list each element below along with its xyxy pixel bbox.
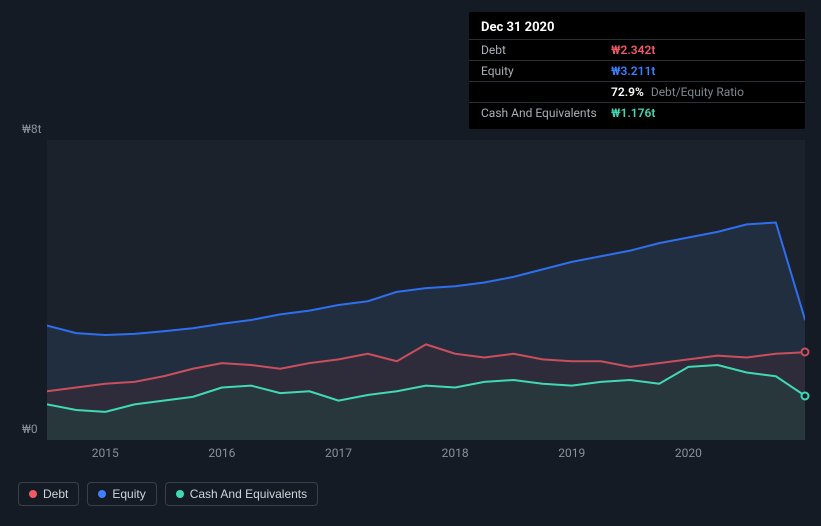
cash-dot-icon [176,490,184,498]
y-axis-label-min: ₩0 [22,422,38,436]
y-axis-label-max: ₩8t [22,122,42,136]
chart-plot-area [47,140,805,440]
cash-end-marker [801,391,810,400]
tooltip-row-label: Cash And Equivalents [481,106,601,120]
tooltip-row-sublabel: Debt/Equity Ratio [648,85,744,99]
debt-end-marker [801,348,810,357]
x-tick: 2019 [558,446,585,460]
chart-legend: Debt Equity Cash And Equivalents [18,482,318,506]
legend-item-label: Cash And Equivalents [190,487,307,501]
tooltip-row: 72.9% Debt/Equity Ratio [469,81,805,102]
tooltip-row-value: ₩2.342t [611,43,655,57]
x-tick: 2015 [92,446,119,460]
tooltip-row: Debt ₩2.342t [469,39,805,60]
legend-item-label: Equity [112,487,145,501]
tooltip-row-value: 72.9% Debt/Equity Ratio [611,85,744,99]
equity-dot-icon [98,490,106,498]
tooltip-row-value: ₩1.176t [611,106,655,120]
tooltip-row-label: Debt [481,43,601,57]
legend-item-debt[interactable]: Debt [18,482,79,506]
legend-item-cash[interactable]: Cash And Equivalents [165,482,318,506]
debt-dot-icon [29,490,37,498]
x-tick: 2020 [675,446,702,460]
tooltip-row: Equity ₩3.211t [469,60,805,81]
x-tick: 2017 [325,446,352,460]
legend-item-equity[interactable]: Equity [87,482,156,506]
tooltip-title: Dec 31 2020 [469,18,805,39]
x-tick: 2016 [208,446,235,460]
x-tick: 2018 [442,446,469,460]
x-axis: 2015 2016 2017 2018 2019 2020 [47,446,805,462]
chart-tooltip: Dec 31 2020 Debt ₩2.342t Equity ₩3.211t 72.9… [469,12,805,129]
tooltip-row: Cash And Equivalents ₩1.176t [469,102,805,123]
legend-item-label: Debt [43,487,68,501]
tooltip-row-value: ₩3.211t [611,64,655,78]
chart-svg [47,140,805,440]
tooltip-row-label: Equity [481,64,601,78]
